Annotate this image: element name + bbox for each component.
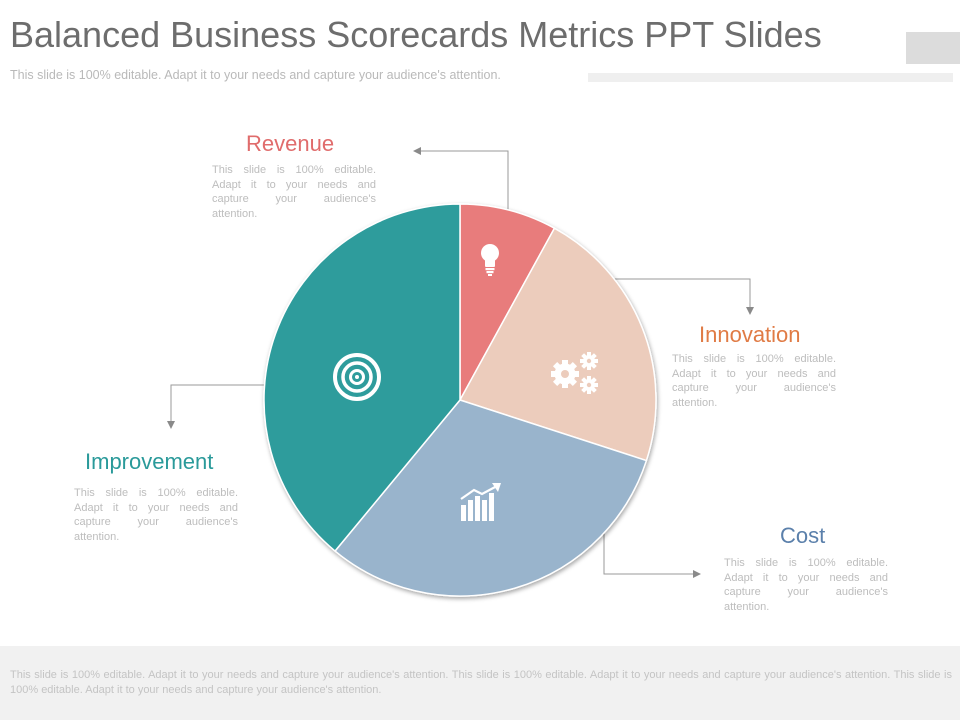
subtitle-bar [588, 73, 953, 82]
corner-decoration [906, 32, 960, 64]
gears-icon [551, 352, 598, 394]
innovation-connector [612, 278, 754, 315]
gear-tooth [573, 371, 579, 377]
footer-text: This slide is 100% editable. Adapt it to… [10, 669, 952, 696]
gear-tooth [568, 361, 578, 371]
gear-tooth [552, 361, 562, 371]
gear-tooth [587, 366, 591, 370]
gear-tooth [562, 382, 568, 388]
revenue-description: This slide is 100% editable. Adapt it to… [212, 164, 376, 220]
innovation-label: Innovation [699, 322, 801, 347]
gear-tooth [568, 377, 578, 387]
cost-connector [603, 530, 701, 578]
page-title: Balanced Business Scorecards Metrics PPT… [10, 14, 822, 55]
revenue-label: Revenue [246, 131, 335, 156]
gear-tooth [594, 383, 598, 387]
gear-tooth [552, 377, 562, 387]
revenue-connector [413, 147, 509, 210]
innovation-description: This slide is 100% editable. Adapt it to… [672, 353, 836, 409]
page-subtitle: This slide is 100% editable. Adapt it to… [10, 68, 505, 82]
gear-tooth [580, 383, 584, 387]
gear-tooth [587, 390, 591, 394]
growth-chart-icon [460, 483, 501, 521]
footer-band: This slide is 100% editable. Adapt it to… [0, 646, 960, 720]
gear-tooth [587, 352, 591, 356]
lightbulb-icon [481, 244, 499, 276]
pie-chart [167, 147, 754, 597]
gear-tooth [551, 371, 557, 377]
gear-tooth [580, 359, 584, 363]
gear-tooth [562, 360, 568, 366]
improvement-description: This slide is 100% editable. Adapt it to… [74, 487, 238, 543]
pie-slice-innovation [458, 227, 657, 462]
improvement-connector [167, 384, 266, 429]
target-icon [333, 353, 381, 401]
pie-icons [333, 244, 598, 521]
cost-description: This slide is 100% editable. Adapt it to… [724, 557, 888, 613]
connector-lines [167, 147, 754, 578]
cost-label: Cost [780, 523, 826, 548]
pie-slices [263, 203, 657, 597]
gear-tooth [594, 359, 598, 363]
gear-tooth [587, 376, 591, 380]
improvement-label: Improvement [85, 449, 214, 474]
